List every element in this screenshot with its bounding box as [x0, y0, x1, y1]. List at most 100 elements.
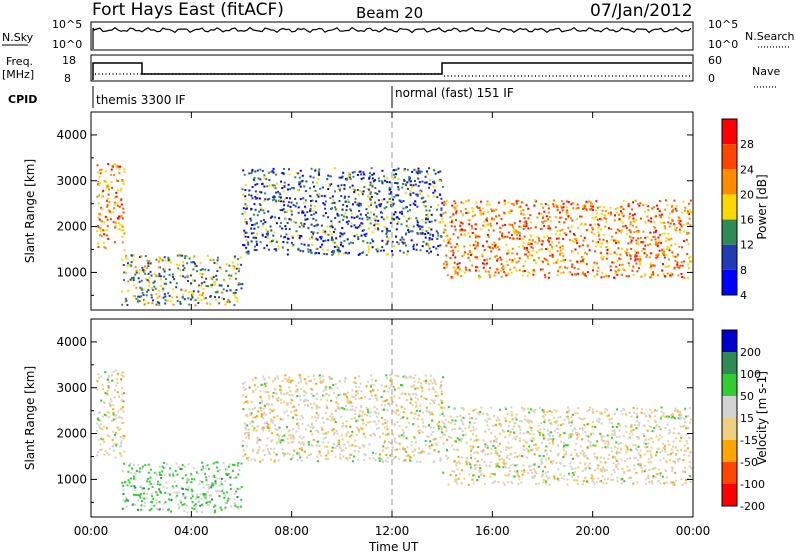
echo-cell — [679, 223, 682, 226]
echo-cell — [662, 273, 665, 275]
echo-cell — [469, 251, 471, 253]
echo-cell — [286, 253, 289, 256]
echo-cell — [657, 468, 660, 471]
echo-cell — [320, 235, 323, 238]
echo-cell — [445, 426, 447, 429]
echo-cell — [288, 453, 291, 456]
echo-cell — [517, 200, 520, 202]
echo-cell — [315, 444, 318, 447]
echo-cell — [667, 415, 670, 418]
echo-cell — [590, 231, 593, 234]
echo-cell — [331, 251, 334, 253]
echo-cell — [518, 440, 521, 442]
echo-cell — [474, 269, 477, 272]
echo-cell — [460, 275, 463, 277]
echo-cell — [410, 398, 413, 401]
echo-cell — [657, 439, 660, 442]
echo-cell — [243, 381, 246, 384]
echo-cell — [663, 232, 666, 235]
echo-cell — [293, 410, 296, 413]
echo-cell — [440, 214, 443, 217]
echo-cell — [491, 247, 494, 250]
echo-cell — [186, 274, 189, 277]
echo-cell — [206, 490, 209, 493]
echo-cell — [686, 231, 689, 234]
echo-cell — [406, 187, 409, 190]
echo-cell — [162, 486, 165, 489]
echo-cell — [516, 252, 519, 255]
echo-cell — [267, 427, 270, 430]
echo-cell — [543, 257, 546, 260]
echo-cell — [589, 441, 592, 444]
echo-cell — [339, 406, 342, 409]
echo-cell — [617, 422, 620, 425]
echo-cell — [194, 262, 197, 265]
echo-cell — [558, 435, 561, 438]
echo-cell — [636, 446, 639, 448]
echo-cell — [439, 459, 442, 462]
echo-cell — [343, 393, 345, 396]
echo-cell — [390, 385, 393, 388]
echo-cell — [254, 190, 257, 193]
echo-cell — [564, 465, 567, 468]
echo-cell — [685, 427, 687, 430]
echo-cell — [469, 244, 472, 247]
echo-cell — [421, 232, 424, 235]
echo-cell — [183, 267, 186, 270]
echo-cell — [358, 210, 361, 212]
echo-cell — [375, 397, 378, 400]
echo-cell — [116, 378, 119, 381]
echo-cell — [604, 461, 607, 464]
echo-cell — [559, 249, 562, 252]
echo-cell — [645, 438, 647, 441]
echo-cell — [313, 213, 315, 216]
echo-cell — [555, 244, 558, 247]
echo-cell — [646, 204, 648, 207]
echo-cell — [214, 461, 217, 464]
echo-cell — [181, 289, 184, 292]
echo-cell — [263, 174, 266, 177]
echo-cell — [252, 416, 255, 419]
echo-cell — [610, 213, 613, 216]
echo-cell — [659, 459, 662, 462]
echo-cell — [563, 443, 566, 446]
echo-cell — [611, 261, 614, 264]
echo-cell — [534, 443, 537, 446]
echo-cell — [315, 224, 318, 227]
echo-cell — [377, 420, 380, 422]
echo-cell — [610, 417, 613, 420]
echo-cell — [534, 241, 537, 244]
echo-cell — [525, 253, 527, 256]
echo-cell — [209, 303, 212, 306]
echo-cell — [562, 237, 565, 240]
echo-cell — [366, 212, 369, 215]
echo-cell — [281, 246, 284, 249]
echo-cell — [188, 291, 191, 294]
echo-cell — [513, 470, 516, 473]
echo-cell — [363, 453, 366, 456]
echo-cell — [442, 471, 445, 474]
echo-cell — [265, 444, 268, 447]
echo-cell — [515, 202, 518, 205]
echo-cell — [230, 505, 233, 508]
echo-cell — [585, 208, 588, 211]
echo-cell — [542, 455, 545, 457]
echo-cell — [264, 385, 267, 388]
echo-cell — [388, 404, 391, 407]
echo-cell — [592, 481, 595, 483]
echo-cell — [663, 221, 666, 224]
echo-cell — [661, 449, 664, 452]
echo-cell — [635, 448, 638, 450]
echo-cell — [158, 266, 161, 269]
echo-cell — [622, 199, 625, 202]
echo-cell — [569, 465, 572, 468]
echo-cell — [425, 217, 428, 220]
echo-cell — [397, 194, 400, 197]
echo-cell — [125, 505, 128, 508]
echo-cell — [433, 180, 435, 183]
echo-cell — [242, 449, 245, 452]
echo-cell — [455, 474, 458, 477]
echo-cell — [245, 222, 248, 225]
echo-cell — [141, 266, 144, 269]
